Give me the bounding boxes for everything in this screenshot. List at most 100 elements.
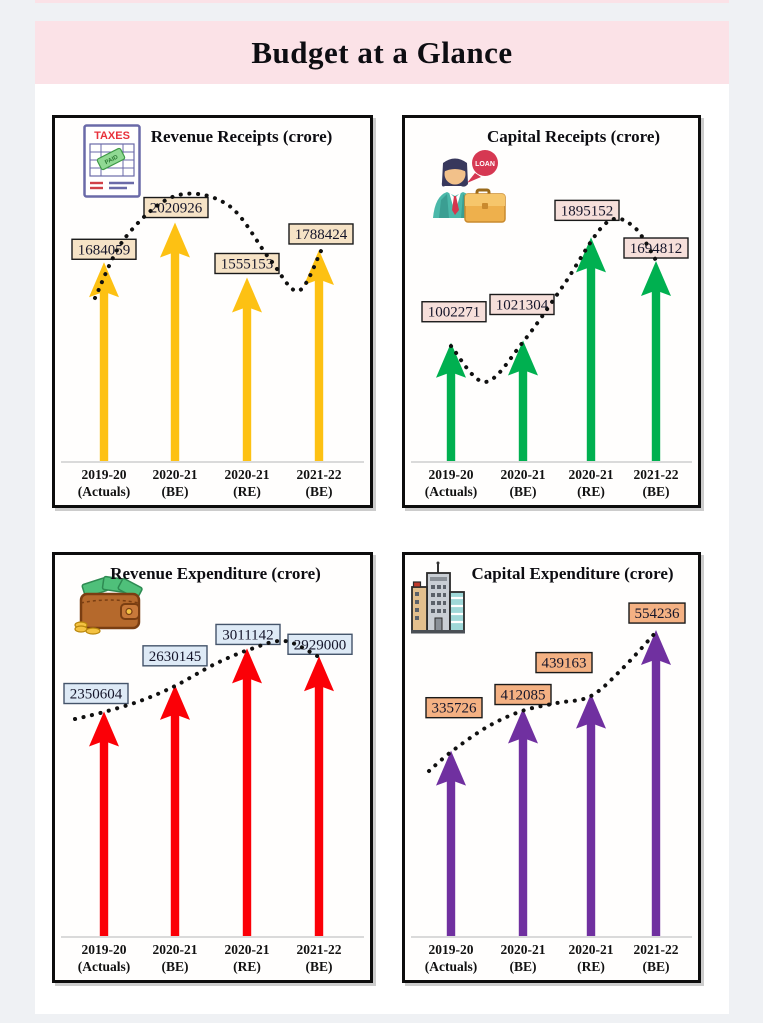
- value-label-box: [63, 682, 129, 705]
- category-label-line2: (RE): [577, 484, 605, 499]
- value-arrow: [232, 648, 262, 936]
- value-label-box: [143, 196, 209, 219]
- value-label-box: [535, 651, 593, 674]
- category-label-line1: 2020-21: [569, 942, 614, 957]
- value-label-box: [288, 223, 354, 245]
- panel-capital-expenditure: Capital Expenditure (crore): [402, 552, 701, 983]
- category-label-line1: 2020-21: [225, 467, 270, 482]
- category-label-line2: (BE): [510, 484, 537, 499]
- value-label: 554236: [635, 606, 681, 622]
- category-label-line2: (RE): [233, 959, 261, 974]
- value-label: 2630145: [149, 649, 202, 665]
- page-banner: Budget at a Glance: [35, 21, 729, 84]
- category-label-line1: 2020-21: [501, 467, 546, 482]
- value-label-box: [489, 293, 555, 316]
- category-label-line2: (Actuals): [78, 484, 131, 499]
- svg-text:PAID: PAID: [104, 154, 120, 166]
- value-arrow: [304, 656, 334, 936]
- category-label-line1: 2021-22: [634, 942, 679, 957]
- chart-title: Revenue Receipts (crore): [150, 127, 333, 146]
- value-arrow: [508, 340, 538, 461]
- dotted-trend-line: [427, 630, 658, 773]
- category-label-line2: (Actuals): [425, 959, 478, 974]
- category-label-line2: (BE): [162, 484, 189, 499]
- loan-person-icon: LOAN: [421, 148, 509, 239]
- value-label: 2350604: [70, 687, 123, 703]
- category-label-line1: 2020-21: [569, 467, 614, 482]
- value-label: 1021304: [496, 297, 549, 313]
- panel-revenue-expenditure: Revenue Expenditure (crore): [52, 552, 373, 983]
- dotted-trend-line: [73, 638, 321, 721]
- value-label: 1002271: [428, 305, 481, 321]
- previous-page-edge: [35, 0, 729, 3]
- value-arrow: [89, 711, 119, 936]
- category-label-line2: (BE): [306, 959, 333, 974]
- category-label-line2: (BE): [162, 959, 189, 974]
- taxes-document-icon: TAXES PAID: [83, 124, 141, 203]
- category-label-line2: (BE): [510, 959, 537, 974]
- chart-title: Capital Expenditure (crore): [471, 564, 674, 583]
- chart-title: Capital Receipts (crore): [486, 127, 661, 146]
- value-label-box: [554, 199, 620, 222]
- value-arrow: [436, 750, 466, 936]
- capital-receipts-chart: 1002271 1021304 1895152 1694812 2019-20 (Actu…: [411, 199, 692, 499]
- revenue-receipts-chart: 1684059 2020926 1555153 1788424 2019-20 (Actu…: [61, 191, 364, 499]
- panel-capital-receipts: Capital Receipts (crore) LOAN 1002271 1: [402, 115, 701, 508]
- category-label-line2: (RE): [577, 959, 605, 974]
- value-label: 3011142: [222, 627, 273, 643]
- value-label-box: [287, 633, 353, 655]
- category-label-line1: 2020-21: [501, 942, 546, 957]
- category-label-line2: (Actuals): [425, 484, 478, 499]
- value-arrow: [576, 693, 606, 936]
- value-label-box: [494, 683, 552, 706]
- category-label-line1: 2019-20: [82, 942, 127, 957]
- category-label-line2: (BE): [643, 959, 670, 974]
- category-label-line1: 2020-21: [153, 467, 198, 482]
- category-label-line2: (BE): [306, 484, 333, 499]
- value-arrow: [160, 222, 190, 461]
- chart-title: Revenue Expenditure (crore): [110, 564, 321, 583]
- category-label-line1: 2019-20: [429, 467, 474, 482]
- value-label: 1684059: [78, 242, 131, 258]
- value-label: 2020926: [150, 201, 203, 217]
- value-arrow: [89, 262, 119, 461]
- category-label-line1: 2020-21: [225, 942, 270, 957]
- category-label-line1: 2021-22: [634, 467, 679, 482]
- value-label: 412085: [501, 688, 546, 704]
- category-label-line2: (BE): [643, 484, 670, 499]
- value-label: 1694812: [630, 241, 683, 257]
- category-label-line2: (Actuals): [78, 959, 131, 974]
- svg-text:LOAN: LOAN: [475, 161, 495, 168]
- value-label: 1895152: [561, 203, 614, 219]
- value-arrow: [160, 684, 190, 936]
- value-label-box: [214, 252, 280, 275]
- category-label-line1: 2021-22: [297, 467, 342, 482]
- buildings-icon: [410, 560, 466, 641]
- value-label-box: [421, 301, 487, 323]
- value-label: 1555153: [221, 256, 274, 272]
- category-label-line1: 2019-20: [429, 942, 474, 957]
- capital-expenditure-chart: 335726 412085 439163 554236 2019-20 (Actuals)…: [411, 602, 692, 974]
- value-arrow: [641, 630, 671, 936]
- value-arrow: [436, 342, 466, 461]
- value-label-box: [628, 602, 686, 624]
- panel-revenue-receipts: Revenue Receipts (crore) TAXES PAID: [52, 115, 373, 508]
- revenue-expenditure-chart: 2350604 2630145 3011142 2929000 2019-20 (Actu…: [61, 623, 364, 974]
- value-label-box: [425, 696, 483, 719]
- wallet-money-icon: [71, 573, 147, 642]
- value-label: 1788424: [295, 227, 348, 243]
- value-arrow: [508, 708, 538, 936]
- dotted-trend-line: [449, 216, 659, 384]
- category-label-line2: (RE): [233, 484, 261, 499]
- value-arrow: [232, 277, 262, 461]
- category-label-line1: 2019-20: [82, 467, 127, 482]
- category-label-line1: 2021-22: [297, 942, 342, 957]
- value-label: 2929000: [294, 637, 347, 653]
- value-arrow: [576, 237, 606, 461]
- page-title: Budget at a Glance: [251, 34, 513, 70]
- value-label-box: [215, 623, 281, 646]
- value-arrow: [641, 261, 671, 461]
- svg-text:TAXES: TAXES: [94, 130, 130, 142]
- value-label: 439163: [542, 656, 587, 672]
